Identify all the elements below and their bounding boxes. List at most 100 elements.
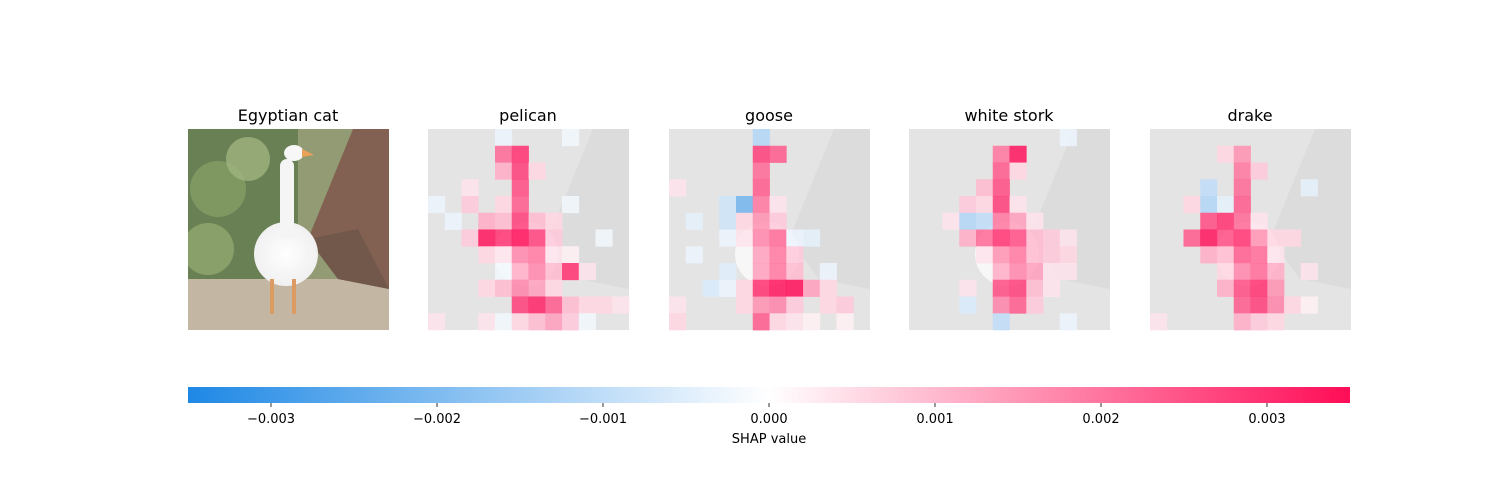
colorbar-tick-label: −0.001 <box>579 412 627 427</box>
shap-cell <box>428 196 446 214</box>
shap-cell <box>495 162 513 180</box>
shap-cell <box>595 296 613 314</box>
shap-cell <box>578 313 596 331</box>
shap-cell <box>959 229 977 247</box>
shap-cell <box>959 296 977 314</box>
shap-cell <box>578 296 596 314</box>
shap-cell <box>719 229 737 247</box>
shap-cell <box>1267 296 1285 314</box>
shap-cell <box>769 229 787 247</box>
shap-cell <box>769 313 787 331</box>
shap-cell <box>495 246 513 264</box>
shap-cell <box>1026 279 1044 297</box>
shap-cell <box>992 179 1010 197</box>
panel-title-egyptian-cat: Egyptian cat <box>238 106 339 125</box>
shap-cell <box>1059 313 1077 331</box>
shap-cell <box>511 296 529 314</box>
shap-cell <box>1217 196 1235 214</box>
shap-cell <box>836 313 854 331</box>
shap-cell <box>1009 162 1027 180</box>
shap-cell <box>444 212 462 230</box>
shap-cell <box>786 313 804 331</box>
shap-cell <box>562 246 580 264</box>
shap-cell <box>752 212 770 230</box>
shap-cell <box>1217 229 1235 247</box>
shap-cell <box>1233 279 1251 297</box>
shap-cell <box>992 313 1010 331</box>
colorbar-tick-label: 0.003 <box>1248 412 1285 427</box>
shap-cell <box>1009 229 1027 247</box>
shap-cell <box>669 296 687 314</box>
shap-cell <box>562 196 580 214</box>
shap-cell <box>1300 263 1318 281</box>
shap-cell <box>769 296 787 314</box>
colorbar-ticks: −0.003 −0.002 −0.001 0.000 0.001 0.002 0.003 <box>247 403 1286 427</box>
shap-cell <box>1284 296 1302 314</box>
shap-cell <box>769 145 787 163</box>
shap-cell <box>942 212 960 230</box>
shap-cell <box>719 196 737 214</box>
shap-cell <box>428 313 446 331</box>
shap-cell <box>803 279 821 297</box>
shap-cell <box>495 313 513 331</box>
shap-cell <box>992 296 1010 314</box>
shap-cell <box>803 313 821 331</box>
shap-cell <box>752 145 770 163</box>
shap-cell <box>1284 229 1302 247</box>
shap-cell <box>1250 296 1268 314</box>
shap-cell <box>495 263 513 281</box>
colorbar-tick-label: 0.002 <box>1082 412 1119 427</box>
shap-cell <box>1267 313 1285 331</box>
shap-cell <box>976 179 994 197</box>
shap-cell <box>819 263 837 281</box>
shap-cell <box>1233 263 1251 281</box>
shap-cell <box>1250 263 1268 281</box>
shap-cell <box>786 229 804 247</box>
shap-cell <box>1233 229 1251 247</box>
shap-cell <box>1009 145 1027 163</box>
shap-cell <box>528 212 546 230</box>
shap-cell <box>992 212 1010 230</box>
shap-cell <box>1009 212 1027 230</box>
shap-cell <box>752 196 770 214</box>
shap-cell <box>1267 229 1285 247</box>
shap-cell <box>478 246 496 264</box>
shap-cell <box>1043 279 1061 297</box>
shap-cell <box>545 212 563 230</box>
shap-cell <box>461 196 479 214</box>
shap-cell <box>528 229 546 247</box>
shap-cell <box>1267 246 1285 264</box>
shap-cell <box>1200 246 1218 264</box>
colorbar-tick-label: 0.000 <box>750 412 787 427</box>
shap-cell <box>992 263 1010 281</box>
panel-title-white-stork: white stork <box>964 106 1054 125</box>
shap-cell <box>1009 263 1027 281</box>
shap-cell <box>736 212 754 230</box>
shap-cell <box>752 296 770 314</box>
shap-cell <box>786 246 804 264</box>
shap-cell <box>752 229 770 247</box>
shap-cell <box>478 279 496 297</box>
shap-cell <box>992 229 1010 247</box>
shap-cell <box>1043 229 1061 247</box>
shap-cell <box>959 196 977 214</box>
shap-map-drake <box>1150 129 1351 331</box>
colorbar-tick-label: −0.003 <box>247 412 295 427</box>
shap-cell <box>1150 313 1168 331</box>
shap-cell <box>1059 229 1077 247</box>
shap-cell <box>1250 246 1268 264</box>
shap-cell <box>1250 313 1268 331</box>
shap-cell <box>511 246 529 264</box>
shap-cell <box>1026 246 1044 264</box>
shap-cell <box>976 212 994 230</box>
shap-cell <box>1250 229 1268 247</box>
shap-cell <box>959 212 977 230</box>
shap-cell <box>511 279 529 297</box>
shap-cell <box>1233 296 1251 314</box>
shap-cell <box>511 196 529 214</box>
shap-cell <box>562 296 580 314</box>
shap-cell <box>495 129 513 147</box>
shap-cell <box>545 296 563 314</box>
shap-map-pelican <box>428 129 630 331</box>
